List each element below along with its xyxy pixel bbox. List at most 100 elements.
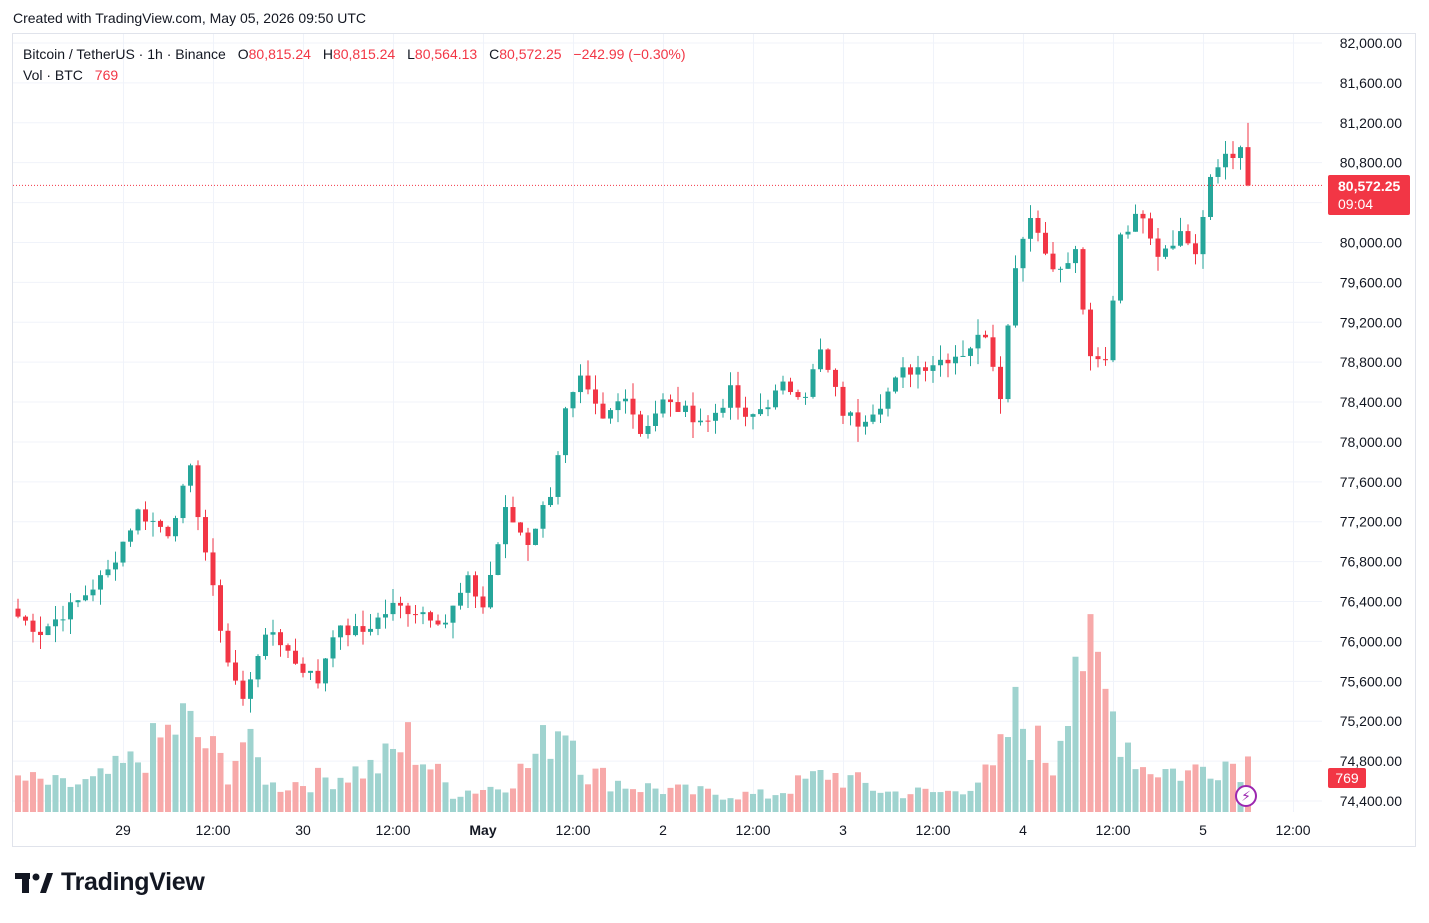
y-tick-label: 78,400.00 <box>1340 394 1402 410</box>
candle-body <box>113 562 118 570</box>
candle-body <box>638 414 643 434</box>
volume-bar <box>990 765 996 812</box>
volume-bar <box>1207 778 1214 812</box>
candle-body <box>165 526 171 537</box>
symbol-title[interactable]: Bitcoin / TetherUS · 1h · Binance <box>23 46 226 62</box>
candle-body <box>240 680 246 699</box>
candle-body <box>405 605 411 615</box>
candle-body <box>533 528 538 545</box>
volume-bar <box>472 793 479 812</box>
volume-bar <box>330 789 336 812</box>
candle-body <box>825 349 831 370</box>
volume-bar <box>172 734 179 812</box>
candle-body <box>1133 213 1138 232</box>
candle-body <box>1245 147 1251 186</box>
volume-bar <box>420 764 426 812</box>
candle-body <box>1200 216 1206 255</box>
change-value: −242.99 (−0.30%) <box>573 46 686 62</box>
volume-bar <box>937 792 944 812</box>
volume-bar <box>37 778 44 812</box>
volume-bar <box>1177 780 1184 812</box>
volume-bar <box>697 786 704 812</box>
ohlc-row: Bitcoin / TetherUS · 1h · Binance O80,81… <box>23 44 686 65</box>
y-tick-label: 79,200.00 <box>1340 314 1402 330</box>
volume-bar <box>187 710 194 812</box>
candle-body <box>705 420 711 422</box>
volume-bar <box>1005 737 1011 812</box>
y-tick-label: 80,000.00 <box>1340 234 1402 250</box>
volume-bar <box>1170 768 1176 812</box>
low-label: L <box>407 46 415 62</box>
volume-bar <box>150 723 156 812</box>
x-tick-label: 12:00 <box>1095 822 1130 838</box>
x-tick-label: 12:00 <box>195 822 230 838</box>
candle-body <box>30 620 36 632</box>
volume-bar <box>1050 775 1056 812</box>
candle-body <box>720 407 726 413</box>
volume-bar <box>1147 774 1154 812</box>
candle-body <box>98 575 103 590</box>
candle-body <box>360 626 366 632</box>
volume-bar <box>232 760 239 812</box>
volume-bar <box>1102 688 1109 812</box>
tradingview-logo[interactable]: TradingView <box>15 868 205 897</box>
last-price-value: 80,572.25 <box>1338 178 1401 194</box>
volume-bar <box>1162 769 1169 812</box>
volume-bar <box>847 775 854 812</box>
volume-label[interactable]: Vol · BTC <box>23 67 83 83</box>
candle-body <box>368 628 373 632</box>
candle-body <box>120 541 126 563</box>
brand-name: TradingView <box>61 868 205 896</box>
volume-bar <box>75 784 81 812</box>
candle-body <box>623 398 628 402</box>
candle-body <box>863 421 868 427</box>
volume-bar <box>1012 686 1019 812</box>
y-tick-label: 76,400.00 <box>1340 594 1402 610</box>
volume-bar <box>217 752 224 812</box>
candle-body <box>848 412 853 416</box>
candle-body <box>413 614 418 616</box>
volume-bar <box>690 794 696 812</box>
candle-body <box>735 385 741 408</box>
candle-body <box>263 634 268 656</box>
candle-body <box>203 517 208 553</box>
candle-body <box>803 396 808 398</box>
volume-bar <box>45 784 51 812</box>
x-tick-label: 3 <box>839 822 847 838</box>
candle-body <box>683 405 688 412</box>
candle-body <box>435 620 441 625</box>
candle-body <box>900 367 906 378</box>
symbol-legend: Bitcoin / TetherUS · 1h · Binance O80,81… <box>23 44 686 86</box>
candle-body <box>285 645 291 651</box>
y-tick-label: 81,200.00 <box>1340 115 1402 131</box>
volume-bar <box>97 768 104 812</box>
x-tick-label: 12:00 <box>375 822 410 838</box>
volume-bar <box>750 793 756 812</box>
candle-body <box>1208 176 1213 217</box>
candle-body <box>255 655 261 680</box>
candle-body <box>1073 249 1078 264</box>
y-tick-label: 75,600.00 <box>1340 673 1402 689</box>
candle-body <box>15 608 21 617</box>
y-tick-label: 75,200.00 <box>1340 713 1402 729</box>
volume-bar <box>112 755 119 812</box>
candle-body <box>840 386 846 416</box>
volume-bar <box>1095 651 1101 812</box>
candle-body <box>180 485 186 519</box>
candle-body <box>1170 245 1176 249</box>
volume-bar <box>870 790 876 812</box>
candle-body <box>300 663 306 673</box>
volume-bar <box>810 771 816 812</box>
volume-bar <box>742 791 749 812</box>
candle-body <box>105 569 111 576</box>
volume-bar <box>367 759 374 812</box>
volume-bar <box>877 792 884 812</box>
candle-body <box>353 626 358 636</box>
volume-bar <box>375 773 381 812</box>
lightning-icon[interactable]: ⚡ <box>1235 785 1257 807</box>
volume-bar <box>772 795 779 812</box>
candle-body <box>420 612 426 615</box>
volume-bar <box>345 782 351 812</box>
candle-body <box>758 409 763 415</box>
